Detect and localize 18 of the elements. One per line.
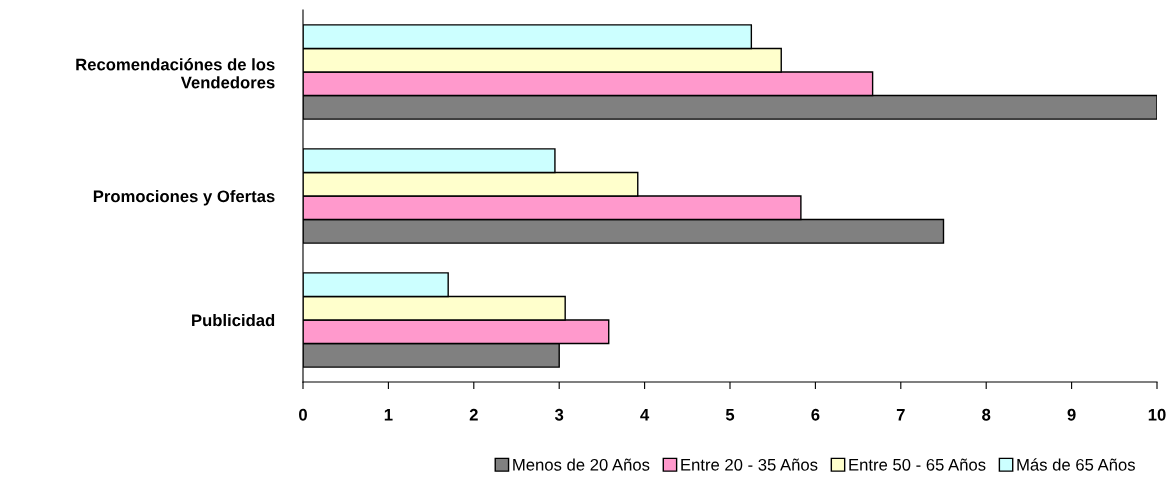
x-tick-label: 2 — [469, 408, 478, 421]
x-tick-label: 8 — [982, 408, 991, 421]
y-tick-label: Promociones y Ofertas — [93, 189, 275, 206]
legend-label: Menos de 20 Años — [513, 458, 650, 471]
legend-label: Entre 50 - 65 Años — [849, 458, 986, 471]
x-tick-label: 1 — [384, 409, 393, 421]
x-tick-label: 7 — [896, 409, 905, 421]
x-tick-label: 4 — [640, 409, 650, 421]
legend-label: Entre 20 - 35 Años — [681, 458, 818, 471]
x-tick-label: 9 — [1067, 408, 1076, 421]
x-tick-label: 0 — [299, 408, 307, 421]
x-tick-label: 6 — [811, 408, 820, 421]
x-tick-label: 10 — [1148, 408, 1166, 421]
y-tick-label: Publicidad — [192, 313, 275, 327]
x-tick-label: 3 — [554, 408, 564, 421]
x-tick-label: 5 — [725, 409, 735, 421]
legend-label: Más de 65 Años — [1017, 458, 1135, 471]
y-tick-label: Recomendaciónes de los Vendedores — [76, 58, 275, 89]
